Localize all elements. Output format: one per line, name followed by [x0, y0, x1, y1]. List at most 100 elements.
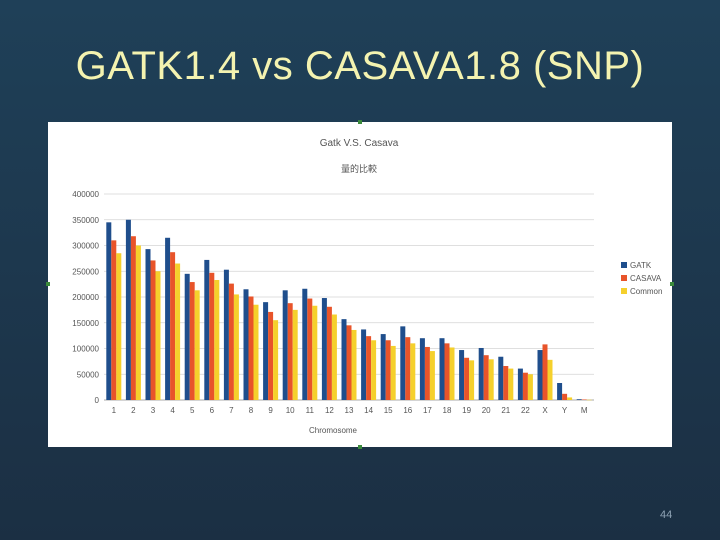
- bar-gatk-chr-17: [419, 338, 425, 400]
- bar-gatk-chr-19: [459, 350, 465, 400]
- bar-casava-chr-14: [366, 336, 372, 400]
- x-tick-label: Y: [562, 406, 568, 415]
- resize-handle-right[interactable]: [670, 282, 674, 286]
- x-tick-label: 10: [286, 406, 295, 415]
- bar-gatk-chr-Y: [557, 383, 563, 400]
- bar-casava-chr-5: [189, 282, 195, 400]
- x-tick-label: 5: [190, 406, 195, 415]
- bar-casava-chr-X: [542, 344, 548, 400]
- bar-casava-chr-11: [307, 298, 313, 400]
- x-tick-label: 12: [325, 406, 334, 415]
- slide-title: GATK1.4 vs CASAVA1.8 (SNP): [75, 44, 645, 88]
- bar-gatk-chr-1: [106, 222, 112, 400]
- bar-casava-chr-17: [424, 346, 430, 400]
- bar-common-chr-12: [331, 314, 337, 400]
- y-tick-label: 250000: [72, 267, 99, 276]
- bar-casava-chr-M: [581, 399, 587, 400]
- bar-common-chr-14: [371, 340, 377, 400]
- bar-gatk-chr-13: [341, 319, 347, 400]
- bar-casava-chr-18: [444, 343, 450, 400]
- chart-title: Gatk V.S. Casava: [320, 138, 399, 149]
- y-tick-label: 150000: [72, 319, 99, 328]
- bar-common-chr-7: [233, 294, 239, 400]
- bar-casava-chr-10: [287, 303, 293, 400]
- y-tick-label: 100000: [72, 345, 99, 354]
- bar-gatk-chr-X: [537, 350, 543, 400]
- y-tick-label: 300000: [72, 242, 99, 251]
- bar-common-chr-2: [135, 245, 141, 400]
- x-axis-label: Chromosome: [309, 426, 358, 435]
- bar-gatk-chr-16: [400, 326, 406, 400]
- x-tick-label: 2: [131, 406, 136, 415]
- bar-casava-chr-21: [503, 366, 509, 400]
- x-tick-label: 18: [443, 406, 452, 415]
- bar-gatk-chr-11: [302, 288, 308, 400]
- x-tick-label: 6: [210, 406, 215, 415]
- resize-handle-bottom[interactable]: [358, 445, 362, 449]
- bar-gatk-chr-15: [380, 334, 386, 400]
- bar-common-chr-X: [547, 359, 553, 400]
- resize-handle-top[interactable]: [358, 120, 362, 124]
- resize-handle-left[interactable]: [46, 282, 50, 286]
- bar-gatk-chr-M: [576, 399, 582, 400]
- legend-swatch-gatk: [621, 262, 627, 268]
- bar-gatk-chr-7: [223, 269, 229, 400]
- x-tick-label: 19: [462, 406, 471, 415]
- y-tick-label: 200000: [72, 293, 99, 302]
- page-number: 44: [660, 509, 673, 521]
- bar-casava-chr-1: [111, 240, 117, 400]
- bar-gatk-chr-10: [282, 290, 288, 400]
- x-tick-label: 4: [170, 406, 175, 415]
- x-tick-label: 7: [229, 406, 234, 415]
- bar-common-chr-3: [155, 271, 161, 400]
- x-tick-label: 20: [482, 406, 491, 415]
- bar-gatk-chr-6: [204, 259, 210, 400]
- x-tick-label: 8: [249, 406, 254, 415]
- bar-casava-chr-Y: [562, 393, 568, 400]
- bar-casava-chr-16: [405, 337, 411, 400]
- chart-subtitle: 量的比較: [341, 163, 377, 175]
- x-tick-label: 1: [112, 406, 117, 415]
- bar-casava-chr-20: [483, 355, 489, 400]
- x-tick-label: 17: [423, 406, 432, 415]
- bar-casava-chr-19: [464, 357, 470, 400]
- bar-casava-chr-7: [228, 283, 234, 400]
- bar-common-chr-M: [586, 399, 592, 401]
- legend-label-common: Common: [630, 287, 662, 296]
- x-tick-label: 13: [345, 406, 354, 415]
- x-tick-label: 16: [403, 406, 412, 415]
- x-tick-label: X: [542, 406, 548, 415]
- bar-casava-chr-9: [268, 311, 274, 400]
- bar-common-chr-15: [390, 345, 396, 400]
- bar-casava-chr-13: [346, 325, 352, 400]
- bar-gatk-chr-8: [243, 289, 249, 400]
- bar-common-chr-20: [488, 359, 494, 400]
- bar-common-chr-1: [116, 253, 122, 400]
- x-tick-label: M: [581, 406, 588, 415]
- legend-swatch-casava: [621, 275, 627, 281]
- bar-gatk-chr-4: [165, 237, 171, 400]
- y-tick-label: 50000: [77, 370, 100, 379]
- x-tick-label: 14: [364, 406, 373, 415]
- bar-casava-chr-2: [130, 236, 136, 400]
- bar-casava-chr-4: [170, 252, 176, 400]
- bar-common-chr-21: [508, 368, 514, 400]
- legend-swatch-common: [621, 288, 627, 294]
- x-tick-label: 3: [151, 406, 156, 415]
- bar-casava-chr-6: [209, 272, 215, 400]
- bar-casava-chr-22: [522, 372, 528, 400]
- bar-casava-chr-12: [326, 306, 332, 400]
- bar-casava-chr-15: [385, 340, 391, 400]
- bar-common-chr-18: [449, 347, 455, 400]
- bar-common-chr-8: [253, 304, 259, 400]
- legend-label-casava: CASAVA: [630, 274, 662, 283]
- bar-common-chr-16: [410, 343, 416, 400]
- bar-common-chr-19: [469, 360, 475, 400]
- bar-gatk-chr-3: [145, 249, 151, 400]
- bar-gatk-chr-2: [125, 219, 131, 400]
- y-tick-label: 0: [95, 396, 100, 405]
- x-tick-label: 9: [268, 406, 273, 415]
- bar-gatk-chr-18: [439, 338, 445, 400]
